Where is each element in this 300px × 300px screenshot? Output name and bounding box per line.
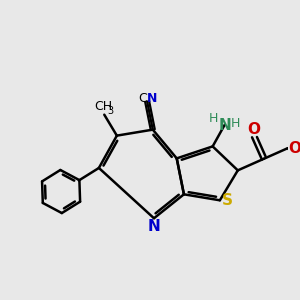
Text: N: N — [148, 219, 160, 234]
Text: S: S — [221, 193, 233, 208]
Text: O: O — [248, 122, 261, 137]
Text: N: N — [146, 92, 157, 105]
Text: H: H — [231, 117, 240, 130]
Text: C: C — [138, 92, 147, 105]
Text: O: O — [288, 141, 300, 156]
Text: CH: CH — [94, 100, 112, 113]
Text: H: H — [209, 112, 218, 125]
Text: 3: 3 — [107, 106, 114, 116]
Text: N: N — [218, 118, 231, 133]
